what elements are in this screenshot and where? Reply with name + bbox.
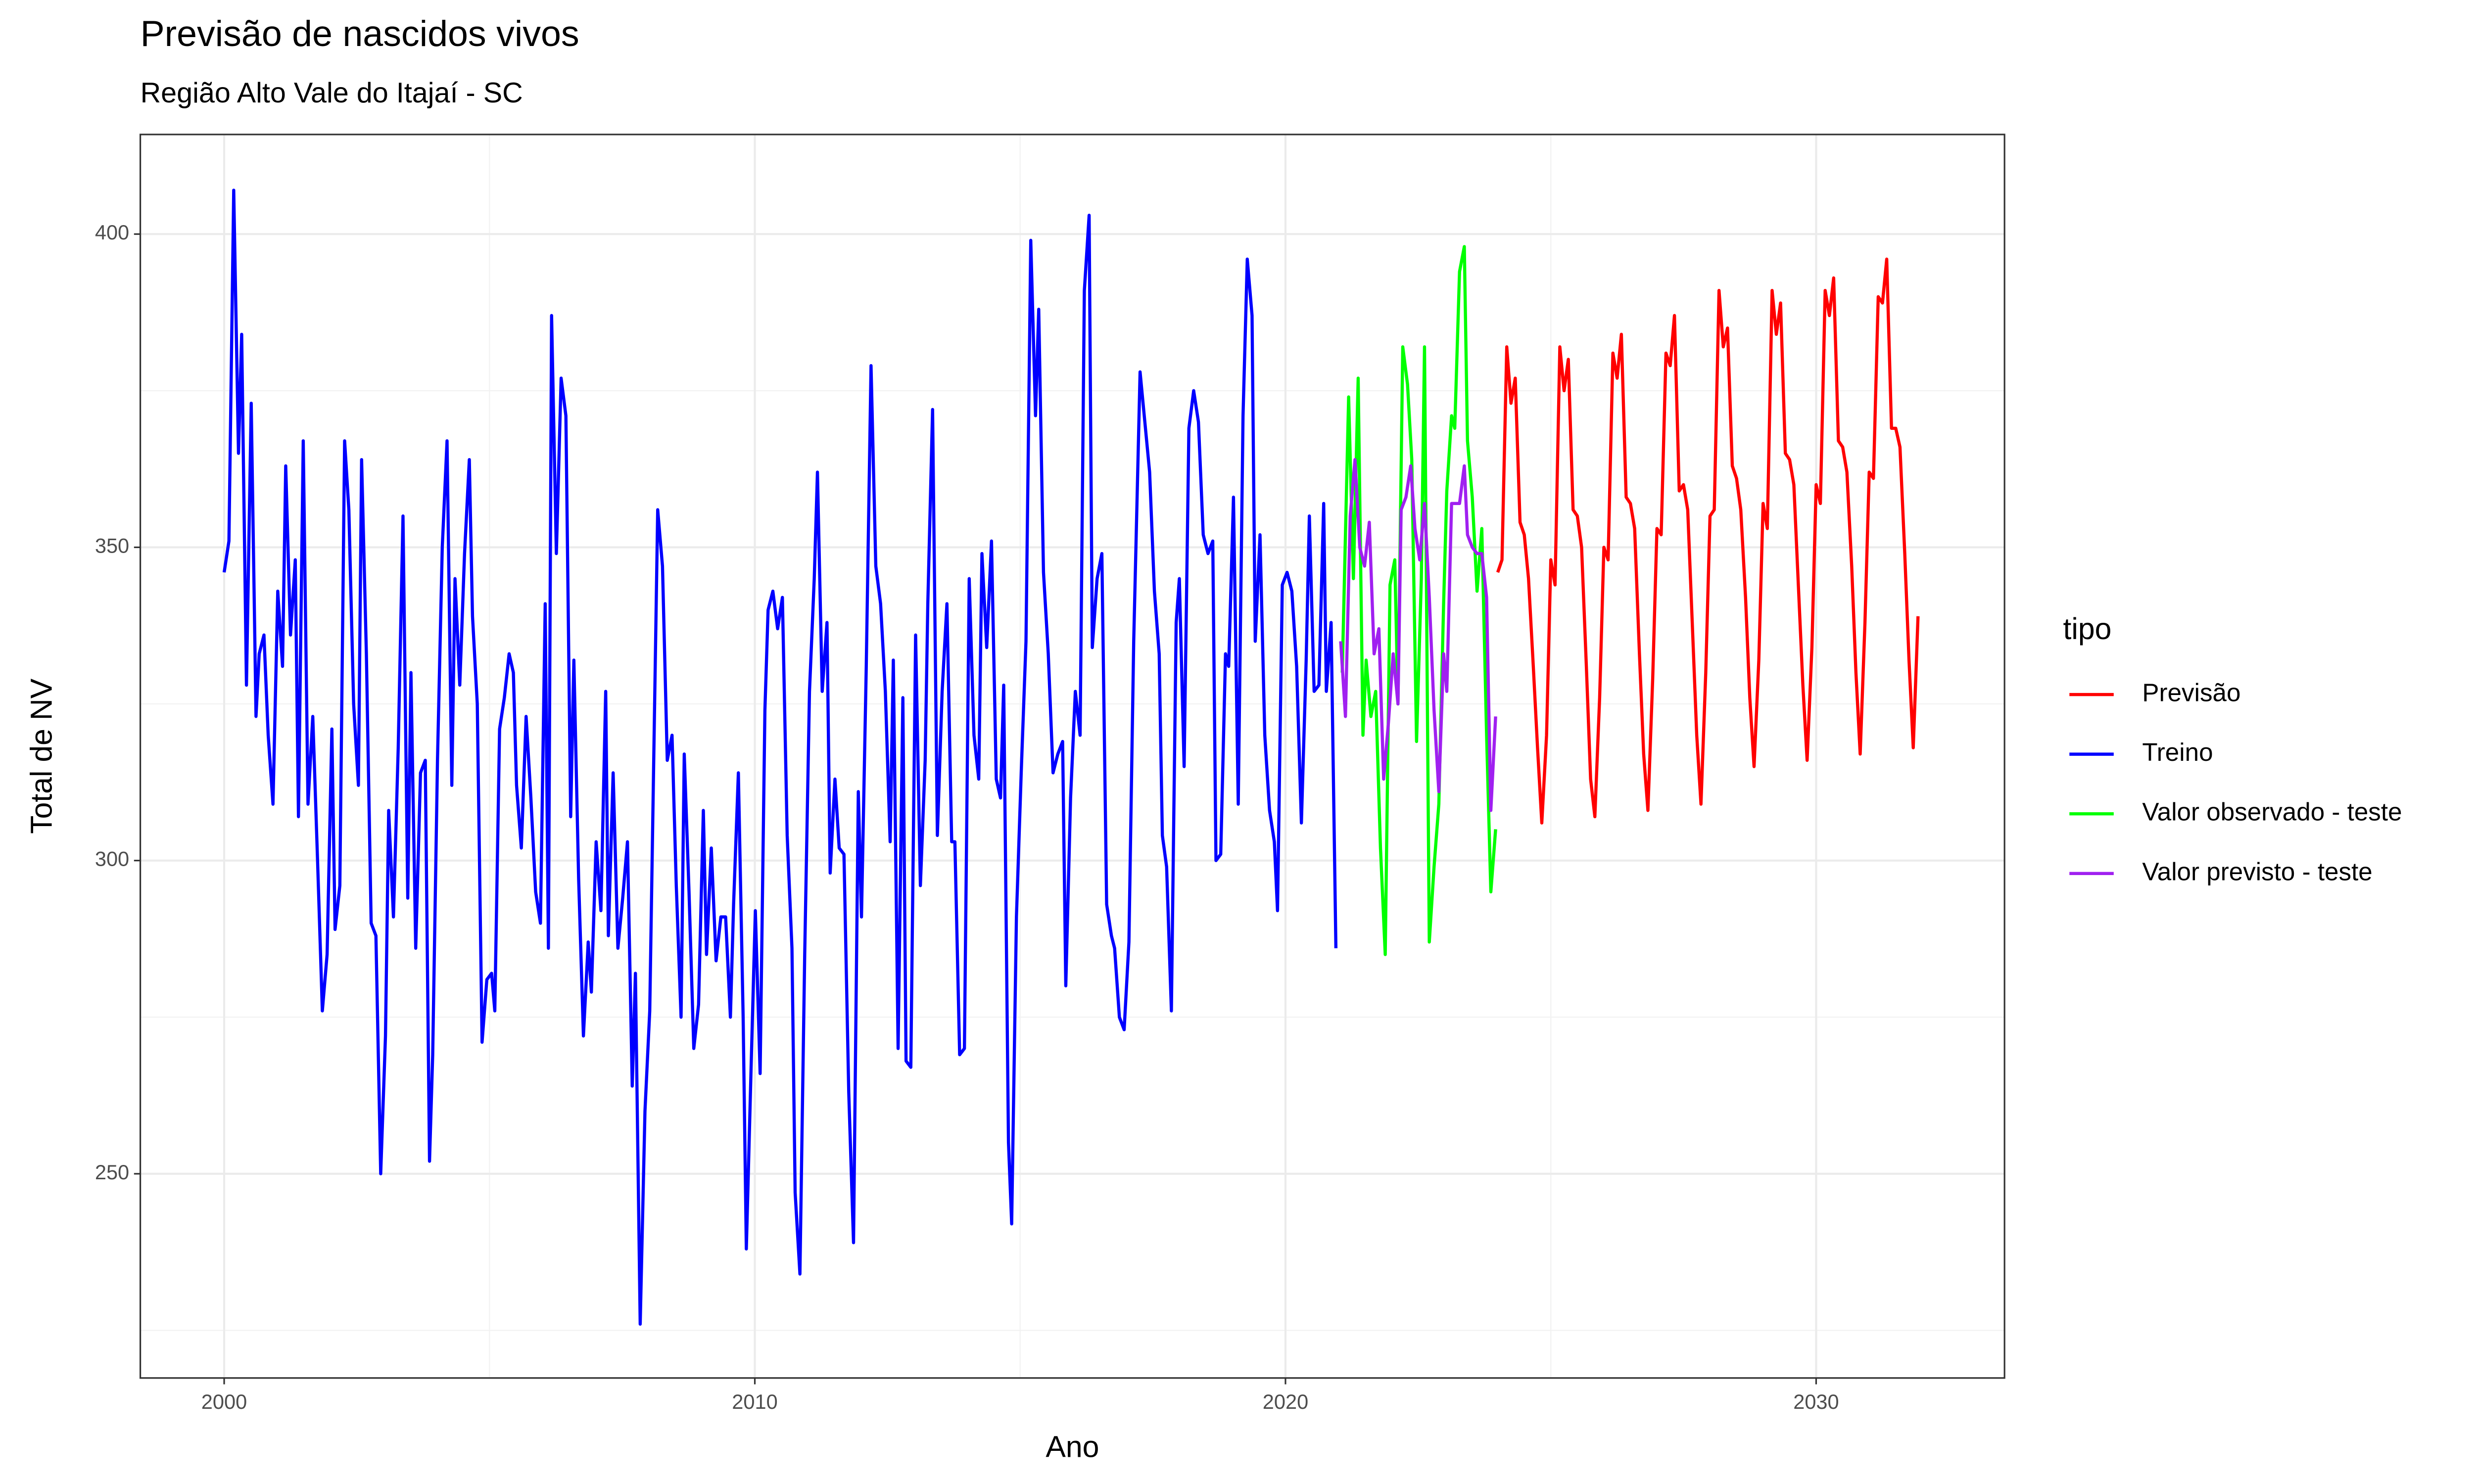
x-tick-label: 2000 xyxy=(201,1390,247,1413)
legend-label: Valor observado - teste xyxy=(2142,798,2402,826)
legend-label: Previsão xyxy=(2142,679,2240,707)
chart-subtitle: Região Alto Vale do Itajaí - SC xyxy=(141,77,523,109)
legend-label: Valor previsto - teste xyxy=(2142,857,2372,885)
y-axis-title: Total de NV xyxy=(25,678,58,834)
x-tick-label: 2030 xyxy=(1793,1390,1839,1413)
series-line xyxy=(1496,257,1920,825)
series-line xyxy=(222,188,1338,1326)
series-line xyxy=(1340,245,1497,956)
y-tick-label: 250 xyxy=(95,1160,129,1184)
chart-title: Previsão de nascidos vivos xyxy=(141,13,579,54)
legend-label: Treino xyxy=(2142,738,2213,766)
x-tick-label: 2020 xyxy=(1263,1390,1308,1413)
y-tick-label: 300 xyxy=(95,847,129,871)
series-line xyxy=(1339,458,1497,812)
x-tick-label: 2010 xyxy=(732,1390,777,1413)
y-tick-label: 350 xyxy=(95,534,129,557)
x-axis-title: Ano xyxy=(1046,1430,1099,1464)
y-tick-label: 400 xyxy=(95,221,129,244)
plot-border xyxy=(139,134,2005,1379)
legend-title: tipo xyxy=(2063,612,2112,646)
